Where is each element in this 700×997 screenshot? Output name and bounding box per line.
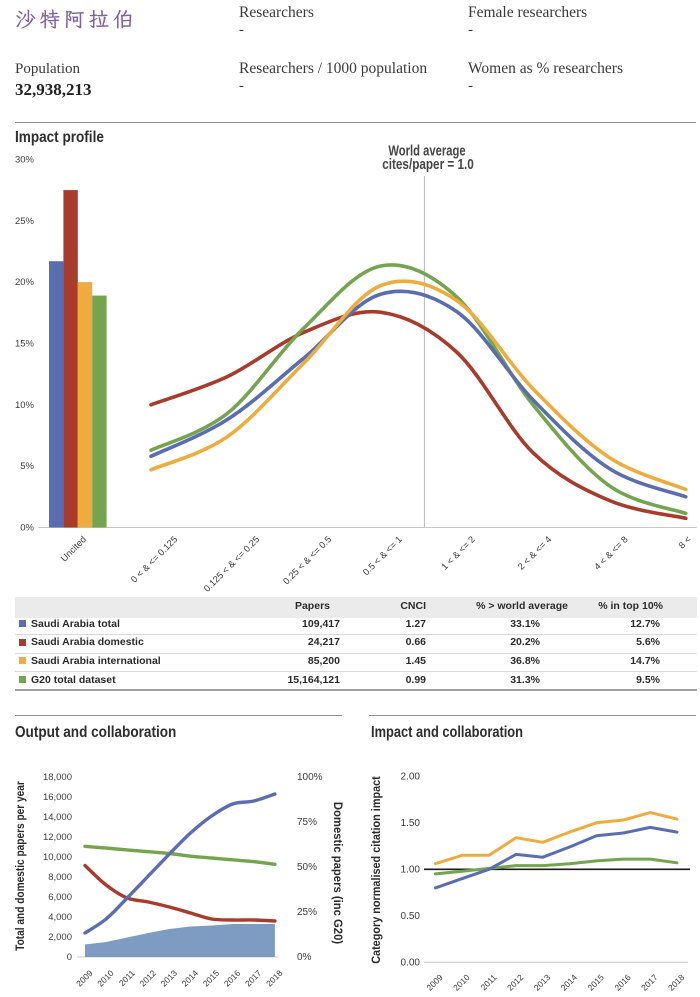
svg-text:Uncited: Uncited xyxy=(59,534,88,563)
svg-text:2015: 2015 xyxy=(585,972,606,993)
svg-text:2013: 2013 xyxy=(532,972,553,993)
svg-text:12,000: 12,000 xyxy=(43,832,72,843)
svg-text:0.00: 0.00 xyxy=(401,957,421,968)
svg-text:2018: 2018 xyxy=(264,968,285,989)
svg-text:0.25 < & <= 0.5: 0.25 < & <= 0.5 xyxy=(281,534,333,586)
svg-text:10,000: 10,000 xyxy=(43,852,72,863)
svg-text:16,000: 16,000 xyxy=(43,792,72,803)
svg-text:8 <: 8 < xyxy=(677,534,693,550)
svg-text:0: 0 xyxy=(67,952,72,963)
svg-text:4,000: 4,000 xyxy=(48,912,72,923)
svg-text:18,000: 18,000 xyxy=(43,772,72,783)
svg-text:2014: 2014 xyxy=(559,972,580,993)
svg-text:2014: 2014 xyxy=(180,968,201,989)
svg-text:2010: 2010 xyxy=(451,972,472,993)
svg-text:2010: 2010 xyxy=(95,968,116,989)
svg-text:2016: 2016 xyxy=(612,972,633,993)
svg-text:14,000: 14,000 xyxy=(43,812,72,823)
svg-text:4 < & <= 8: 4 < & <= 8 xyxy=(592,534,630,572)
svg-text:1.50: 1.50 xyxy=(401,818,421,829)
svg-text:2011: 2011 xyxy=(479,972,499,992)
svg-text:2017: 2017 xyxy=(639,972,660,993)
svg-text:0.50: 0.50 xyxy=(401,911,421,922)
svg-text:2,000: 2,000 xyxy=(48,932,72,943)
svg-text:8,000: 8,000 xyxy=(48,872,72,883)
svg-text:0.125 < & <= 0.25: 0.125 < & <= 0.25 xyxy=(202,534,262,594)
svg-text:2.00: 2.00 xyxy=(401,771,421,782)
svg-text:2009: 2009 xyxy=(74,968,95,989)
svg-text:1 < & <= 2: 1 < & <= 2 xyxy=(439,534,477,572)
svg-text:0.5 < & <= 1: 0.5 < & <= 1 xyxy=(361,534,404,577)
svg-text:75%: 75% xyxy=(297,817,317,828)
svg-text:10%: 10% xyxy=(15,400,35,411)
svg-text:100%: 100% xyxy=(297,772,323,783)
svg-text:2015: 2015 xyxy=(201,968,222,989)
svg-text:2013: 2013 xyxy=(159,968,180,989)
svg-text:2011: 2011 xyxy=(117,968,137,988)
svg-text:0 < & <= 0.125: 0 < & <= 0.125 xyxy=(129,534,179,584)
svg-text:25%: 25% xyxy=(297,907,317,918)
svg-text:5%: 5% xyxy=(20,461,34,472)
svg-text:cites/paper = 1.0: cites/paper = 1.0 xyxy=(382,156,474,172)
svg-text:2009: 2009 xyxy=(424,972,445,993)
svg-text:0%: 0% xyxy=(297,952,312,963)
svg-text:2012: 2012 xyxy=(505,972,526,993)
svg-text:2016: 2016 xyxy=(222,968,243,989)
svg-text:World average: World average xyxy=(388,142,465,159)
svg-text:25%: 25% xyxy=(15,216,35,227)
svg-text:6,000: 6,000 xyxy=(48,892,72,903)
svg-text:2017: 2017 xyxy=(243,968,264,989)
svg-text:30%: 30% xyxy=(15,154,35,165)
svg-text:15%: 15% xyxy=(15,339,35,350)
svg-text:0%: 0% xyxy=(20,523,34,534)
svg-text:2 < & <= 4: 2 < & <= 4 xyxy=(516,534,554,572)
svg-text:50%: 50% xyxy=(297,862,317,873)
svg-text:2018: 2018 xyxy=(666,972,687,993)
svg-text:2012: 2012 xyxy=(137,968,158,989)
svg-text:20%: 20% xyxy=(15,277,35,288)
svg-text:1.00: 1.00 xyxy=(401,864,421,875)
